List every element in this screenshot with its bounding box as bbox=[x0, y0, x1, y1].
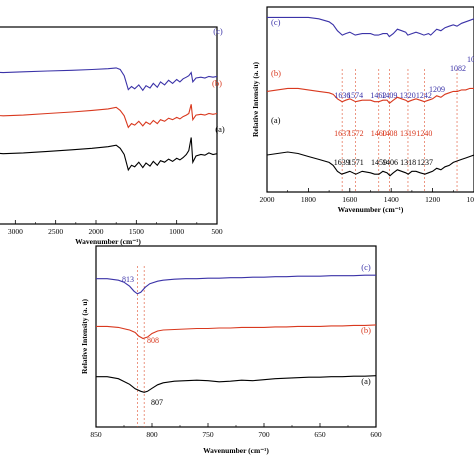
x-tick-label: 650 bbox=[314, 430, 326, 439]
peak-label-a-1237: 1237 bbox=[417, 158, 433, 167]
series-a-line bbox=[0, 137, 217, 172]
peak-label-c-1636: 1636 bbox=[334, 91, 350, 100]
series-label-a: (a) bbox=[361, 376, 371, 386]
peak-label-c-1320: 1320 bbox=[400, 91, 416, 100]
peak-label-c-1082: 1082 bbox=[450, 64, 466, 73]
peak-label-b-1637: 1637 bbox=[334, 129, 350, 138]
peak-label-b-1408: 1408 bbox=[382, 129, 398, 138]
peak-label-c-1409: 1409 bbox=[381, 91, 397, 100]
x-tick-label: 1400 bbox=[384, 195, 399, 204]
peak-label-c-1462: 1462 bbox=[370, 91, 386, 100]
x-tick-label: 700 bbox=[258, 430, 270, 439]
peak-label-a-1571: 1571 bbox=[348, 158, 364, 167]
peak-label-b-1319: 1319 bbox=[400, 129, 416, 138]
peak-label-b-1240: 1240 bbox=[416, 129, 432, 138]
x-tick-label: 2000 bbox=[260, 195, 275, 204]
series-label-c: (c) bbox=[213, 26, 223, 36]
x-tick-label: 500 bbox=[211, 227, 223, 236]
x-tick-label: 3000 bbox=[8, 227, 23, 236]
peak-label-c-1242: 1242 bbox=[416, 91, 432, 100]
x-tick-label: 600 bbox=[370, 430, 382, 439]
series-a-line bbox=[96, 375, 376, 393]
x-tick-label: 1000 bbox=[467, 195, 474, 204]
series-label-c: (c) bbox=[271, 17, 281, 27]
plot-frame-3 bbox=[95, 245, 377, 428]
series-label-b: (b) bbox=[361, 325, 371, 335]
peak-label-a-1318: 1318 bbox=[400, 158, 416, 167]
x-tick-label: 1500 bbox=[129, 227, 144, 236]
x-tick-label: 750 bbox=[202, 430, 214, 439]
series-c-line bbox=[267, 16, 474, 38]
x-tick-label: 1800 bbox=[301, 195, 316, 204]
peak-label-a-1639: 1639 bbox=[334, 158, 350, 167]
peak-label-b: 808 bbox=[147, 336, 159, 345]
series-label-b: (b) bbox=[271, 68, 281, 78]
peak-label-c-10: 10 bbox=[467, 55, 474, 64]
series-a-line bbox=[267, 151, 474, 177]
series-label-b: (b) bbox=[212, 78, 222, 88]
peak-label-c: 813 bbox=[122, 275, 134, 284]
series-b-line bbox=[96, 324, 376, 340]
panel-2: 2000 1800 1600 1400 1200 1000 Wavenumber (cm⁻¹… bbox=[251, 6, 474, 214]
x-axis-title: Wavenumber (cm⁻¹) bbox=[203, 446, 269, 455]
x-tick-label: 1600 bbox=[342, 195, 357, 204]
x-axis-title: Wavenumber (cm⁻¹) bbox=[338, 205, 404, 214]
series-label-a: (a) bbox=[271, 115, 281, 125]
panel-3: 850 800 750 700 650 600 Wavenumber (cm⁻¹) Relat… bbox=[80, 245, 382, 455]
series-c-line bbox=[0, 67, 217, 92]
x-tick-label: 850 bbox=[90, 430, 102, 439]
peak-label-a: 807 bbox=[151, 398, 163, 407]
peak-label-a-1459: 1459 bbox=[371, 158, 387, 167]
plot-frame-1 bbox=[0, 26, 218, 225]
series-label-c: (c) bbox=[361, 262, 371, 272]
x-tick-label: 800 bbox=[146, 430, 158, 439]
peak-label-c-1209: 1209 bbox=[429, 85, 445, 94]
y-axis-title: Relative Intensity (a. u) bbox=[80, 299, 89, 374]
y-axis-title: Relative Intensity (a. u) bbox=[251, 62, 260, 137]
panel-1: 350030002500200015001000500Wavenumber (c… bbox=[0, 26, 225, 246]
series-c-line bbox=[96, 274, 376, 295]
peak-label-a-1406: 1406 bbox=[382, 158, 398, 167]
series-b-line bbox=[267, 87, 474, 104]
series-label-a: (a) bbox=[215, 124, 225, 134]
series-b-line bbox=[0, 104, 217, 129]
peak-label-b-1572: 1572 bbox=[348, 129, 364, 138]
x-tick-label: 1000 bbox=[169, 227, 184, 236]
x-tick-label: 2000 bbox=[89, 227, 104, 236]
x-axis-title: Wavenumber (cm⁻¹) bbox=[75, 237, 141, 246]
x-tick-label: 2500 bbox=[48, 227, 63, 236]
x-tick-label: 1200 bbox=[425, 195, 440, 204]
peak-label-b-1460: 1460 bbox=[371, 129, 387, 138]
peak-label-c-1574: 1574 bbox=[347, 91, 363, 100]
